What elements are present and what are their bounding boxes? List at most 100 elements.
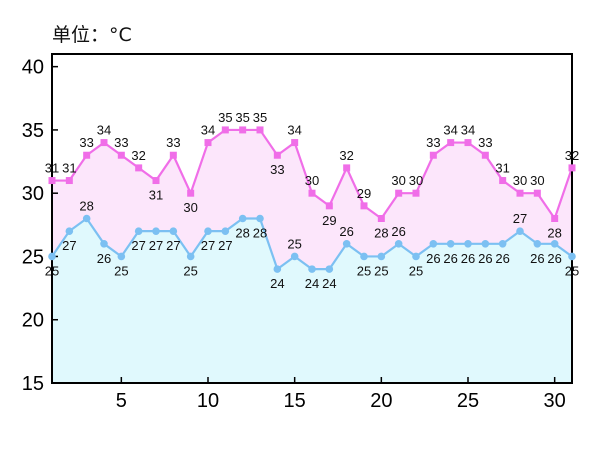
high-point (516, 189, 524, 197)
low-point (412, 252, 420, 261)
low-point (498, 240, 507, 248)
low-data-label: 26 (339, 224, 353, 239)
low-point (360, 252, 368, 261)
y-tick-label: 20 (22, 310, 44, 332)
low-data-label: 26 (530, 251, 544, 266)
high-data-label: 30 (305, 173, 319, 188)
low-data-label: 27 (513, 211, 527, 226)
high-point (100, 139, 108, 147)
high-data-label: 29 (322, 213, 336, 228)
high-point (308, 189, 316, 197)
low-data-label: 27 (218, 238, 232, 253)
high-data-label: 30 (409, 173, 423, 188)
high-point (152, 177, 160, 185)
high-data-label: 35 (235, 110, 249, 125)
high-data-label: 33 (166, 135, 180, 150)
low-point (169, 227, 178, 235)
low-point (152, 227, 160, 235)
high-point (551, 215, 559, 222)
low-data-label: 25 (114, 263, 128, 278)
low-data-label: 26 (97, 251, 111, 266)
x-tick-label: 5 (116, 390, 127, 412)
high-data-label: 31 (149, 188, 163, 203)
low-data-label: 26 (495, 251, 509, 266)
low-point (238, 214, 247, 223)
y-tick-label: 40 (22, 57, 44, 79)
high-point (481, 151, 489, 159)
low-point (273, 265, 282, 273)
high-point (48, 177, 56, 185)
x-tick-label: 10 (197, 390, 219, 412)
low-point (65, 227, 74, 235)
low-data-label: 28 (235, 226, 249, 241)
high-band-area (52, 129, 572, 270)
high-data-label: 30 (530, 173, 544, 188)
high-point (273, 151, 281, 159)
high-data-label: 34 (287, 123, 301, 138)
high-data-label: 30 (183, 200, 197, 215)
low-point (429, 240, 438, 248)
low-data-label: 25 (409, 263, 423, 278)
y-tick-label: 15 (22, 373, 44, 395)
low-point (394, 240, 403, 248)
low-point (446, 240, 455, 248)
high-data-label: 30 (391, 173, 405, 188)
low-point (325, 265, 334, 273)
high-point (83, 151, 91, 159)
high-data-label: 32 (565, 148, 579, 163)
low-data-label: 28 (79, 199, 93, 214)
high-data-label: 29 (357, 186, 371, 201)
high-data-label: 30 (513, 173, 527, 188)
high-data-label: 28 (547, 226, 561, 241)
high-point (360, 202, 368, 210)
low-point (221, 227, 230, 235)
low-point (204, 227, 212, 235)
high-data-label: 35 (218, 110, 232, 125)
plot-frame (51, 53, 573, 384)
high-point (169, 151, 177, 159)
low-point (308, 265, 316, 273)
high-point (447, 139, 455, 147)
high-point (117, 151, 125, 159)
high-data-label: 33 (478, 135, 492, 150)
high-point (65, 177, 73, 185)
low-data-label: 24 (305, 276, 319, 291)
high-data-label: 34 (97, 123, 111, 138)
high-point (429, 151, 437, 159)
high-point (239, 126, 247, 134)
high-point (568, 164, 576, 172)
low-point (377, 252, 386, 261)
y-tick-label: 25 (22, 246, 44, 268)
low-data-label: 26 (391, 224, 405, 239)
high-data-label: 33 (114, 135, 128, 150)
high-data-label: 33 (79, 135, 93, 150)
low-data-label: 26 (461, 251, 475, 266)
low-point (533, 240, 542, 248)
low-point (100, 240, 108, 248)
low-data-label: 26 (443, 251, 457, 266)
low-data-label: 26 (426, 251, 440, 266)
high-data-label: 28 (374, 226, 388, 241)
low-point (464, 240, 472, 248)
high-data-label: 33 (270, 162, 284, 177)
low-data-label: 24 (270, 276, 284, 291)
high-point (204, 139, 212, 147)
x-tick-label: 30 (544, 390, 566, 412)
high-data-label: 32 (339, 148, 353, 163)
high-data-label: 31 (495, 161, 509, 176)
high-point (533, 189, 541, 197)
high-point (291, 139, 299, 147)
low-data-label: 26 (478, 251, 492, 266)
low-data-label: 26 (547, 251, 561, 266)
high-point (464, 139, 472, 147)
x-tick-label: 20 (370, 390, 392, 412)
high-point (377, 215, 385, 222)
high-data-label: 31 (45, 161, 59, 176)
high-data-label: 35 (253, 110, 267, 125)
x-tick-label: 15 (284, 390, 306, 412)
low-point (290, 252, 299, 261)
high-data-label: 33 (426, 135, 440, 150)
low-data-label: 25 (357, 263, 371, 278)
low-data-label: 27 (131, 238, 145, 253)
